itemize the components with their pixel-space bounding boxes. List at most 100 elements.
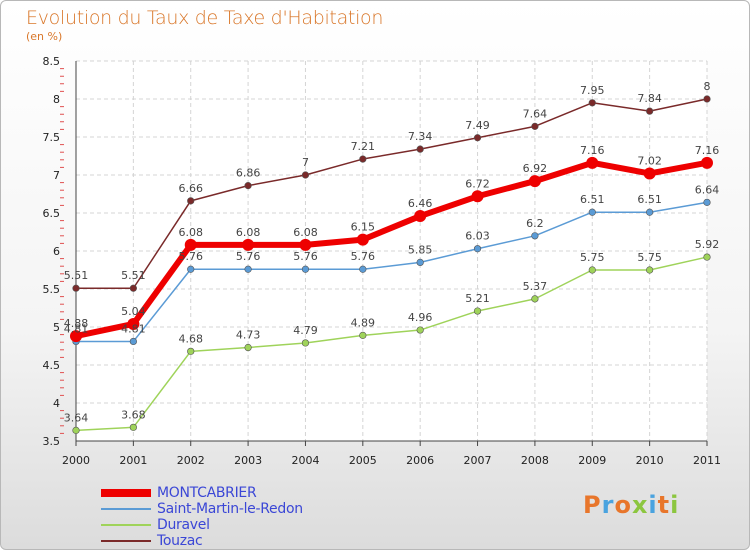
data-label-touzac: 7.84 [637,92,662,105]
legend-swatch [101,540,151,542]
data-point-duravel [646,266,654,274]
data-label-duravel: 4.73 [236,329,261,342]
data-point-saint-martin-le-redon [646,208,654,216]
data-point-montcabrier [184,238,197,251]
data-label-touzac: 7.49 [465,119,490,132]
data-point-duravel [703,253,711,261]
logo-letter: P [583,491,602,519]
series-line-saint-martin-le-redon [76,201,708,343]
x-tick-label: 2007 [464,454,492,467]
data-point-duravel [588,266,596,274]
data-point-montcabrier [356,233,369,246]
data-point-saint-martin-le-redon [473,245,482,253]
data-label-duravel: 5.37 [523,280,548,293]
data-label-saint-martin-le-redon: 6.64 [695,183,720,196]
data-label-saint-martin-le-redon: 4.81 [121,322,146,335]
data-label-duravel: 4.68 [178,332,203,345]
data-label-saint-martin-le-redon: 5.76 [236,250,261,263]
logo-letter: i [648,491,658,519]
data-point-saint-martin-le-redon [416,258,424,267]
legend-label: Saint-Martin-le-Redon [157,501,303,517]
legend-label: Duravel [157,517,210,533]
data-label-touzac: 8 [704,80,711,93]
data-point-touzac [359,155,367,163]
y-tick-label: 7 [53,169,60,182]
logo-letter: o [614,491,632,519]
data-label-montcabrier: 6.15 [351,221,376,234]
data-label-duravel: 3.68 [121,408,146,421]
data-label-montcabrier: 7.02 [637,154,662,167]
data-point-saint-martin-le-redon [187,265,195,273]
data-label-touzac: 7 [302,156,309,169]
data-label-duravel: 5.21 [465,292,490,305]
data-label-touzac: 6.66 [178,182,203,195]
data-point-duravel [531,295,539,303]
data-label-saint-martin-le-redon: 6.51 [580,193,605,206]
data-label-montcabrier: 4.88 [64,317,89,330]
y-tick-label: 6 [53,245,60,258]
legend-label: MONTCABRIER [157,485,257,501]
series-line-touzac [76,98,708,289]
data-point-duravel [473,307,482,315]
x-tick-label: 2010 [636,454,664,467]
data-point-montcabrier [586,156,599,169]
data-point-touzac [129,284,137,292]
data-label-touzac: 7.95 [580,84,605,97]
data-label-touzac: 5.51 [64,269,89,282]
y-tick-label: 5 [53,321,60,334]
data-label-saint-martin-le-redon: 4.81 [64,322,89,335]
data-point-saint-martin-le-redon [703,198,711,206]
data-label-saint-martin-le-redon: 5.76 [293,250,318,263]
logo-letter: x [631,491,649,519]
x-tick-label: 2008 [521,454,549,467]
data-point-duravel [244,343,252,352]
x-tick-label: 2011 [693,454,721,467]
legend-swatch [101,508,151,510]
data-point-montcabrier [701,156,713,169]
data-point-saint-martin-le-redon [301,265,310,273]
series-line-duravel [75,256,708,432]
data-point-duravel [416,326,424,334]
data-point-saint-martin-le-redon [359,265,367,273]
data-point-montcabrier [127,317,140,330]
y-tick-label: 7.5 [43,131,61,144]
data-label-montcabrier: 6.08 [293,226,318,239]
data-point-touzac [473,134,482,142]
x-tick-label: 2009 [578,454,606,467]
data-point-duravel [187,347,195,355]
data-label-montcabrier: 7.16 [695,144,720,157]
data-point-touzac [703,95,711,103]
data-label-duravel: 5.92 [695,238,720,251]
data-label-duravel: 3.64 [64,411,89,424]
data-point-montcabrier [471,190,484,203]
logo-letter: t [657,491,671,519]
legend-label: Touzac [157,533,203,549]
data-label-saint-martin-le-redon: 5.76 [351,250,376,263]
data-point-montcabrier [242,238,255,251]
y-tick-label: 5.5 [43,283,61,296]
data-point-touzac [531,122,539,130]
data-point-touzac [301,171,310,179]
data-label-montcabrier: 6.92 [523,162,548,175]
data-label-saint-martin-le-redon: 6.03 [465,230,490,243]
data-label-duravel: 4.79 [293,324,318,337]
data-point-touzac [72,284,80,292]
data-point-duravel [359,331,367,339]
x-tick-label: 2001 [119,454,147,467]
data-label-montcabrier: 6.72 [465,177,490,190]
legend-swatch [101,489,151,497]
data-point-touzac [416,145,424,153]
logo-letter: i [670,491,680,519]
y-tick-label: 8 [53,93,60,106]
x-tick-label: 2005 [349,454,377,467]
y-tick-label: 3.5 [43,435,61,448]
x-tick-label: 2003 [234,454,262,467]
data-label-duravel: 5.75 [580,251,605,264]
data-point-touzac [646,107,654,115]
data-point-duravel [129,423,137,431]
data-label-touzac: 7.64 [523,107,548,120]
data-label-montcabrier: 6.08 [178,226,203,239]
data-label-montcabrier: 6.08 [236,226,261,239]
